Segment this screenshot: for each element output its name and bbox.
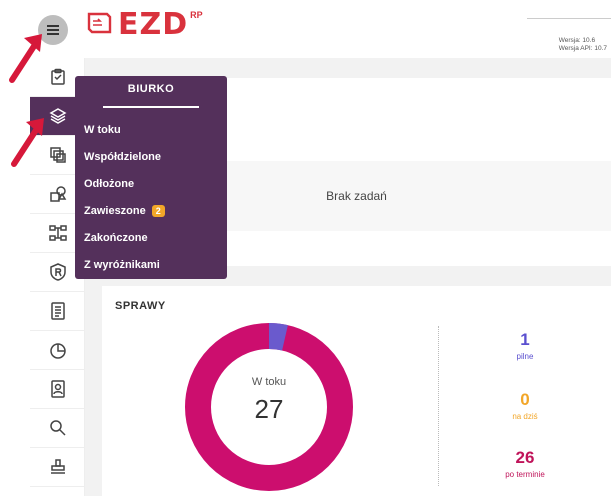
contacts-icon: [50, 380, 65, 398]
sidebar-item-workflow[interactable]: [30, 214, 85, 253]
donut-center-value: 27: [254, 394, 284, 424]
cases-title: SPRAWY: [115, 300, 166, 312]
sidebar-item-tasks[interactable]: [30, 58, 85, 97]
stat-overdue-value: 26: [515, 448, 535, 467]
cases-donut-chart[interactable]: [184, 322, 354, 492]
menu-item-suspended[interactable]: Zawieszone 2: [84, 205, 165, 217]
menu-item-finished[interactable]: Zakończone: [84, 232, 148, 244]
sidebar-item-registry[interactable]: [30, 253, 85, 292]
sidebar-item-shapes[interactable]: [30, 175, 85, 214]
sidebar-item-notebook[interactable]: [30, 292, 85, 331]
menu-item-postponed[interactable]: Odłożone: [84, 178, 134, 190]
menu-item-in-progress[interactable]: W toku: [84, 124, 121, 136]
search-icon: [49, 420, 66, 436]
donut-segment-urgent[interactable]: [268, 322, 288, 351]
tasks-empty-text: Brak zadań: [326, 189, 387, 203]
documents-icon: [49, 147, 66, 163]
desk-flyout-menu: BIURKO W toku Współdzielone Odłożone Zaw…: [75, 76, 227, 279]
sidebar-item-stamp[interactable]: [30, 448, 85, 487]
stat-urgent-value: 1: [520, 330, 530, 349]
sidebar-item-documents[interactable]: [30, 136, 85, 175]
version-info: Wersja: 10.6 Wersja API: 10.7: [559, 37, 607, 53]
stat-overdue[interactable]: 26 po terminie: [470, 448, 580, 479]
menu-item-shared[interactable]: Współdzielone: [84, 151, 161, 163]
ezd-logo[interactable]: EZD RP: [86, 10, 203, 40]
shapes-icon: [49, 186, 66, 202]
stat-urgent-label: pilne: [516, 352, 534, 361]
logo-emblem-icon: [87, 12, 112, 34]
version-divider: [527, 18, 611, 19]
version-text: Wersja: 10.6: [558, 37, 596, 44]
workflow-icon: [48, 225, 67, 241]
sidebar-item-reports[interactable]: [30, 331, 85, 370]
notebook-icon: [50, 302, 65, 320]
menu-item-label: Z wyróżnikami: [84, 259, 160, 271]
menu-item-label: Współdzielone: [84, 151, 161, 163]
menu-item-label: Zakończone: [84, 232, 148, 244]
annotation-arrow-icon: [9, 34, 42, 83]
menu-item-label: W toku: [84, 124, 121, 136]
stats-divider: [438, 326, 439, 486]
stat-overdue-label: po terminie: [505, 470, 545, 479]
registered-shield-icon: [49, 263, 66, 281]
menu-item-label: Odłożone: [84, 178, 135, 190]
stamp-icon: [50, 459, 65, 474]
hamburger-menu-button[interactable]: [38, 15, 68, 45]
menu-title: BIURKO: [127, 83, 175, 95]
menu-item-distinguished[interactable]: Z wyróżnikami: [84, 259, 160, 271]
stat-today[interactable]: 0 na dziś: [470, 390, 580, 421]
clipboard-icon: [50, 68, 65, 85]
cases-panel: SPRAWY W toku 27 1 pilne 0 na dziś 26 po…: [102, 286, 611, 496]
pie-chart-icon: [49, 343, 66, 359]
api-version-text: Wersja API: 10.7: [558, 45, 607, 52]
logo-sup: RP: [190, 10, 203, 20]
sidebar-item-search[interactable]: [30, 409, 85, 448]
layers-icon: [48, 108, 67, 124]
top-bar: EZD RP Wersja: 10.6 Wersja API: 10.7: [0, 0, 611, 58]
sidebar-item-contacts[interactable]: [30, 370, 85, 409]
annotation-arrow-icon: [11, 118, 44, 167]
logo-text: EZD: [118, 7, 189, 42]
stat-urgent[interactable]: 1 pilne: [470, 330, 580, 361]
stat-today-label: na dziś: [512, 412, 538, 421]
suspended-count-badge: 2: [151, 205, 165, 217]
donut-center-label: W toku: [251, 376, 287, 388]
stat-today-value: 0: [520, 390, 530, 409]
menu-item-label: Zawieszone: [84, 205, 146, 217]
hamburger-icon: [47, 29, 59, 31]
menu-title-underline: [103, 106, 199, 108]
